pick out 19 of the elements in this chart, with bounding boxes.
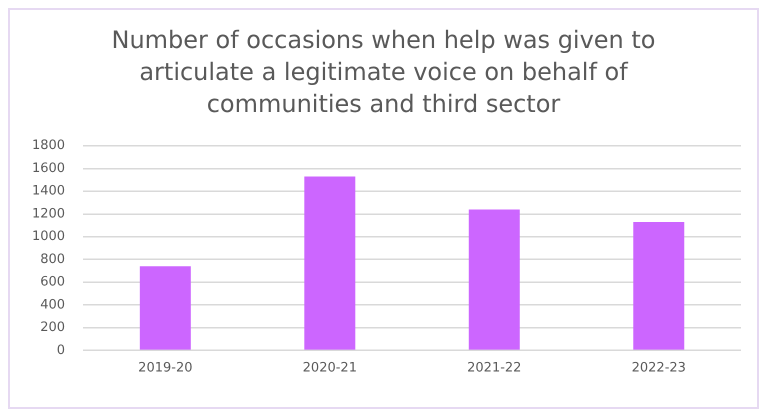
y-tick-label: 1400 — [32, 184, 66, 199]
y-tick-label: 0 — [56, 342, 66, 358]
x-tick-label: 2021-22 — [467, 360, 522, 376]
y-tick-label: 800 — [40, 252, 66, 267]
y-tick-label: 200 — [40, 320, 66, 336]
bar — [468, 209, 520, 350]
chart-title: Number of occasions when help was given to articulate a legitimate voice on behalf of communities and third sector — [110, 25, 656, 120]
bar — [304, 176, 356, 350]
x-tick-label: 2022-23 — [632, 360, 686, 376]
bar — [633, 222, 684, 350]
x-tick-label: 2019-20 — [138, 360, 192, 376]
y-tick-label: 1200 — [32, 206, 66, 222]
bar — [140, 266, 191, 350]
y-tick-label: 1800 — [32, 138, 66, 154]
y-tick-label: 1000 — [32, 229, 66, 244]
y-tick-label: 600 — [40, 274, 66, 290]
y-tick-label: 400 — [40, 297, 66, 312]
x-tick-label: 2020-21 — [302, 360, 357, 376]
y-tick-label: 1600 — [32, 160, 66, 176]
